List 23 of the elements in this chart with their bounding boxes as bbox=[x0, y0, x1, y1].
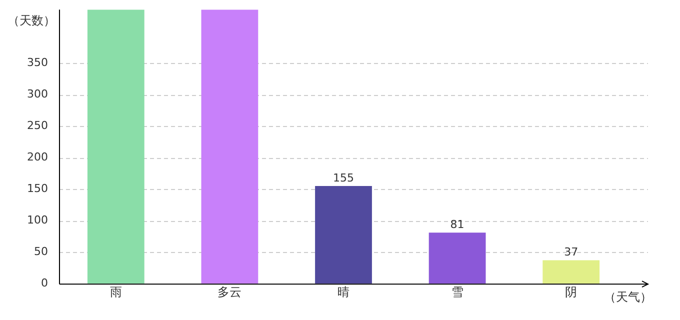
x-tick-label: 晴 bbox=[338, 284, 350, 299]
x-axis-title: （天气） bbox=[604, 290, 652, 304]
bar bbox=[542, 260, 600, 284]
x-tick-label: 阴 bbox=[565, 284, 578, 299]
y-tick-label: 300 bbox=[26, 87, 48, 100]
bar bbox=[201, 10, 258, 284]
x-tick-label: 多云 bbox=[218, 284, 242, 299]
bar bbox=[315, 186, 372, 284]
data-label: 155 bbox=[333, 171, 354, 184]
y-tick-label: 0 bbox=[40, 276, 48, 290]
y-tick-label: 350 bbox=[26, 56, 48, 69]
bar bbox=[428, 232, 486, 284]
y-tick-label: 100 bbox=[26, 213, 48, 226]
x-tick-label: 雪 bbox=[451, 284, 464, 299]
data-label: 81 bbox=[450, 218, 464, 231]
y-tick-label: 250 bbox=[26, 118, 48, 132]
y-axis-title: （天数） bbox=[7, 14, 56, 28]
bar bbox=[87, 10, 144, 284]
x-tick-label: 雨 bbox=[110, 284, 122, 299]
y-tick-label: 150 bbox=[26, 182, 48, 195]
y-tick-label: 200 bbox=[26, 150, 48, 164]
data-label: 37 bbox=[564, 246, 578, 259]
y-tick-label: 50 bbox=[34, 244, 48, 258]
